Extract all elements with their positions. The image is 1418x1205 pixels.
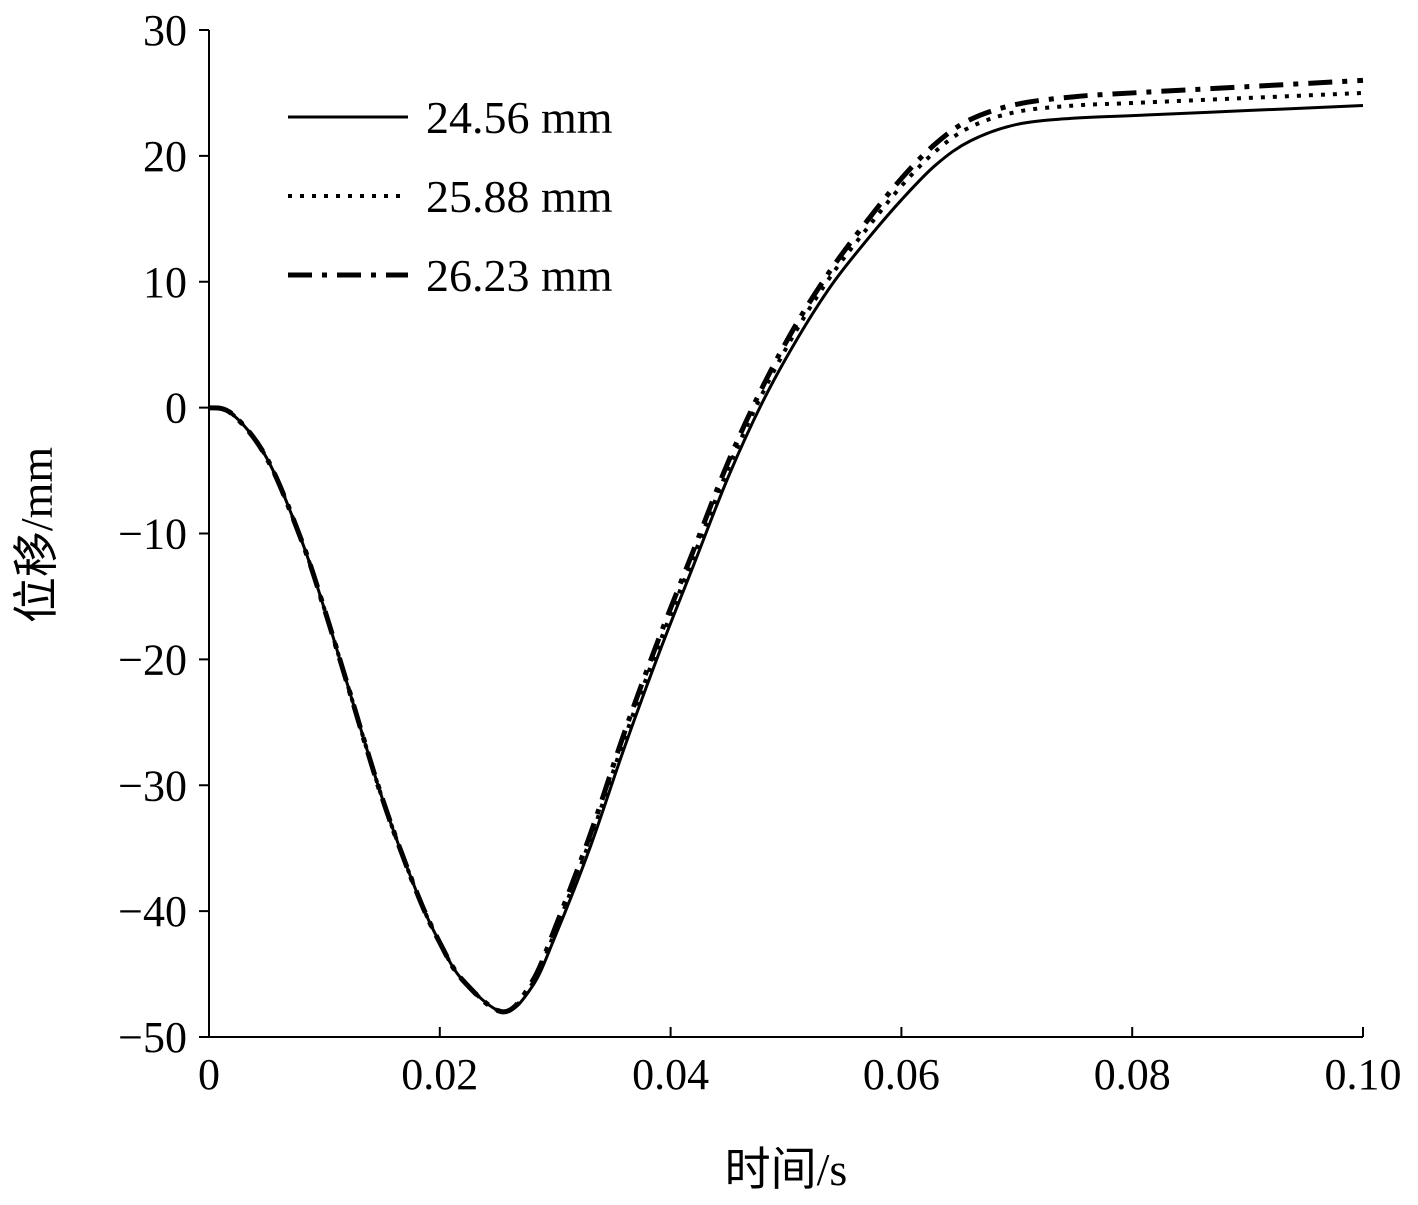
series-line-2588 [208,90,1364,1014]
x-tick-label: 0.10 [1325,1050,1402,1099]
y-tick-label: 20 [143,132,187,181]
y-tick-label: 30 [143,6,187,55]
y-tick-label: 0 [165,384,187,433]
x-tick-label: 0.06 [863,1050,940,1099]
series-line-2623 [208,77,1364,1015]
y-tick-label: −10 [118,510,187,559]
x-tick-label: 0.08 [1094,1050,1171,1099]
y-tick-label: −40 [118,887,187,936]
x-tick-label: 0.02 [401,1050,478,1099]
y-axis-label: 位移/mm [11,447,62,624]
y-tick-label: 10 [143,258,187,307]
x-tick-label: 0 [198,1050,220,1099]
series-line-2456 [208,104,1364,1014]
legend-label: 24.56 mm [426,92,613,143]
y-tick-label: −20 [118,635,187,684]
legend-label: 25.88 mm [426,171,613,222]
legend-label: 26.23 mm [426,250,613,301]
series-lines [208,77,1364,1015]
legend: 24.56 mm 25.88 mm 26.23 mm [288,92,613,301]
y-tick-label: −50 [118,1013,187,1062]
x-axis-label: 时间/s [725,1144,848,1195]
x-tick-label: 0.04 [632,1050,709,1099]
y-tick-label: −30 [118,761,187,810]
